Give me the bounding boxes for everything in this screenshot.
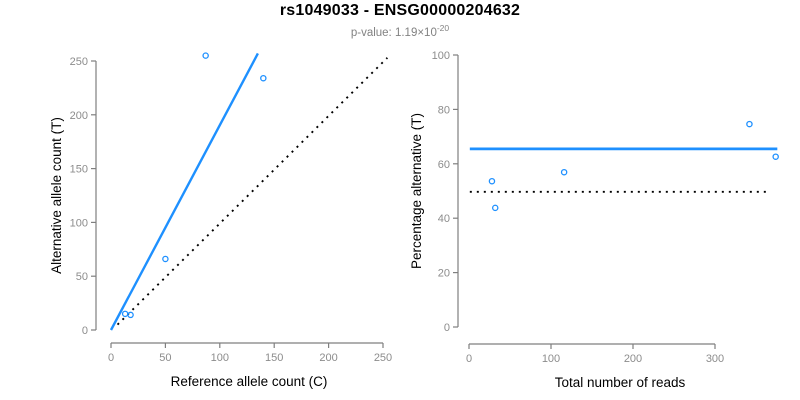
x-tick-label: 300	[706, 353, 724, 365]
data-point	[260, 74, 267, 82]
y-tick-label: 0	[444, 322, 450, 334]
y-tick-label: 100	[432, 50, 450, 62]
pvalue-text: p-value: 1.19×10	[350, 26, 437, 39]
y-tick-label: 20	[438, 268, 450, 280]
x-axis-label: Reference allele count (C)	[171, 374, 328, 389]
data-point	[127, 311, 134, 319]
plot-subtitle: p-value: 1.19×10-20	[0, 23, 800, 39]
plot-title: rs1049033 - ENSG00000204632	[279, 2, 521, 19]
fit-line	[109, 52, 259, 331]
data-point	[162, 255, 169, 263]
x-tick-label: 150	[265, 352, 283, 364]
y-tick-label: 80	[438, 104, 450, 116]
data-point	[202, 52, 209, 59]
y-tick-label: 250	[70, 56, 88, 68]
x-tick-label: 200	[319, 352, 337, 364]
y-tick-label: 60	[438, 159, 450, 171]
x-tick-label: 0	[466, 353, 472, 365]
data-point	[772, 153, 779, 160]
y-tick-label: 40	[438, 213, 450, 225]
y-tick-label: 100	[70, 217, 88, 229]
identity-line	[116, 57, 389, 326]
x-tick-label: 0	[108, 352, 114, 364]
x-tick-label: 250	[374, 352, 392, 364]
data-point	[488, 177, 496, 185]
y-tick-label: 150	[70, 164, 88, 176]
plot-right: 0 20 40 60 80 100 0 100 200 300 Total number of re…	[409, 50, 779, 390]
x-tick-label: 100	[542, 353, 560, 365]
y-axis-label: Percentage alternative (T)	[409, 113, 424, 269]
y-axis-label: Alternative allele count (T)	[49, 117, 64, 274]
x-tick-label: 50	[159, 352, 171, 364]
x-axis-label: Total number of reads	[555, 375, 686, 390]
y-tick-label: 200	[70, 110, 88, 122]
data-point	[121, 310, 129, 318]
data-point	[491, 204, 499, 212]
y-tick-label: 0	[82, 325, 88, 337]
y-tick-label: 50	[76, 271, 88, 283]
x-tick-label: 100	[211, 352, 229, 364]
x-tick-label: 200	[624, 353, 642, 365]
data-point	[746, 120, 753, 128]
data-point	[560, 168, 568, 176]
pvalue-exponent: -20	[436, 23, 450, 33]
plot-left: 0 50 100 150 200 250 0 50 100 150 200 250 Reference …	[49, 52, 392, 389]
